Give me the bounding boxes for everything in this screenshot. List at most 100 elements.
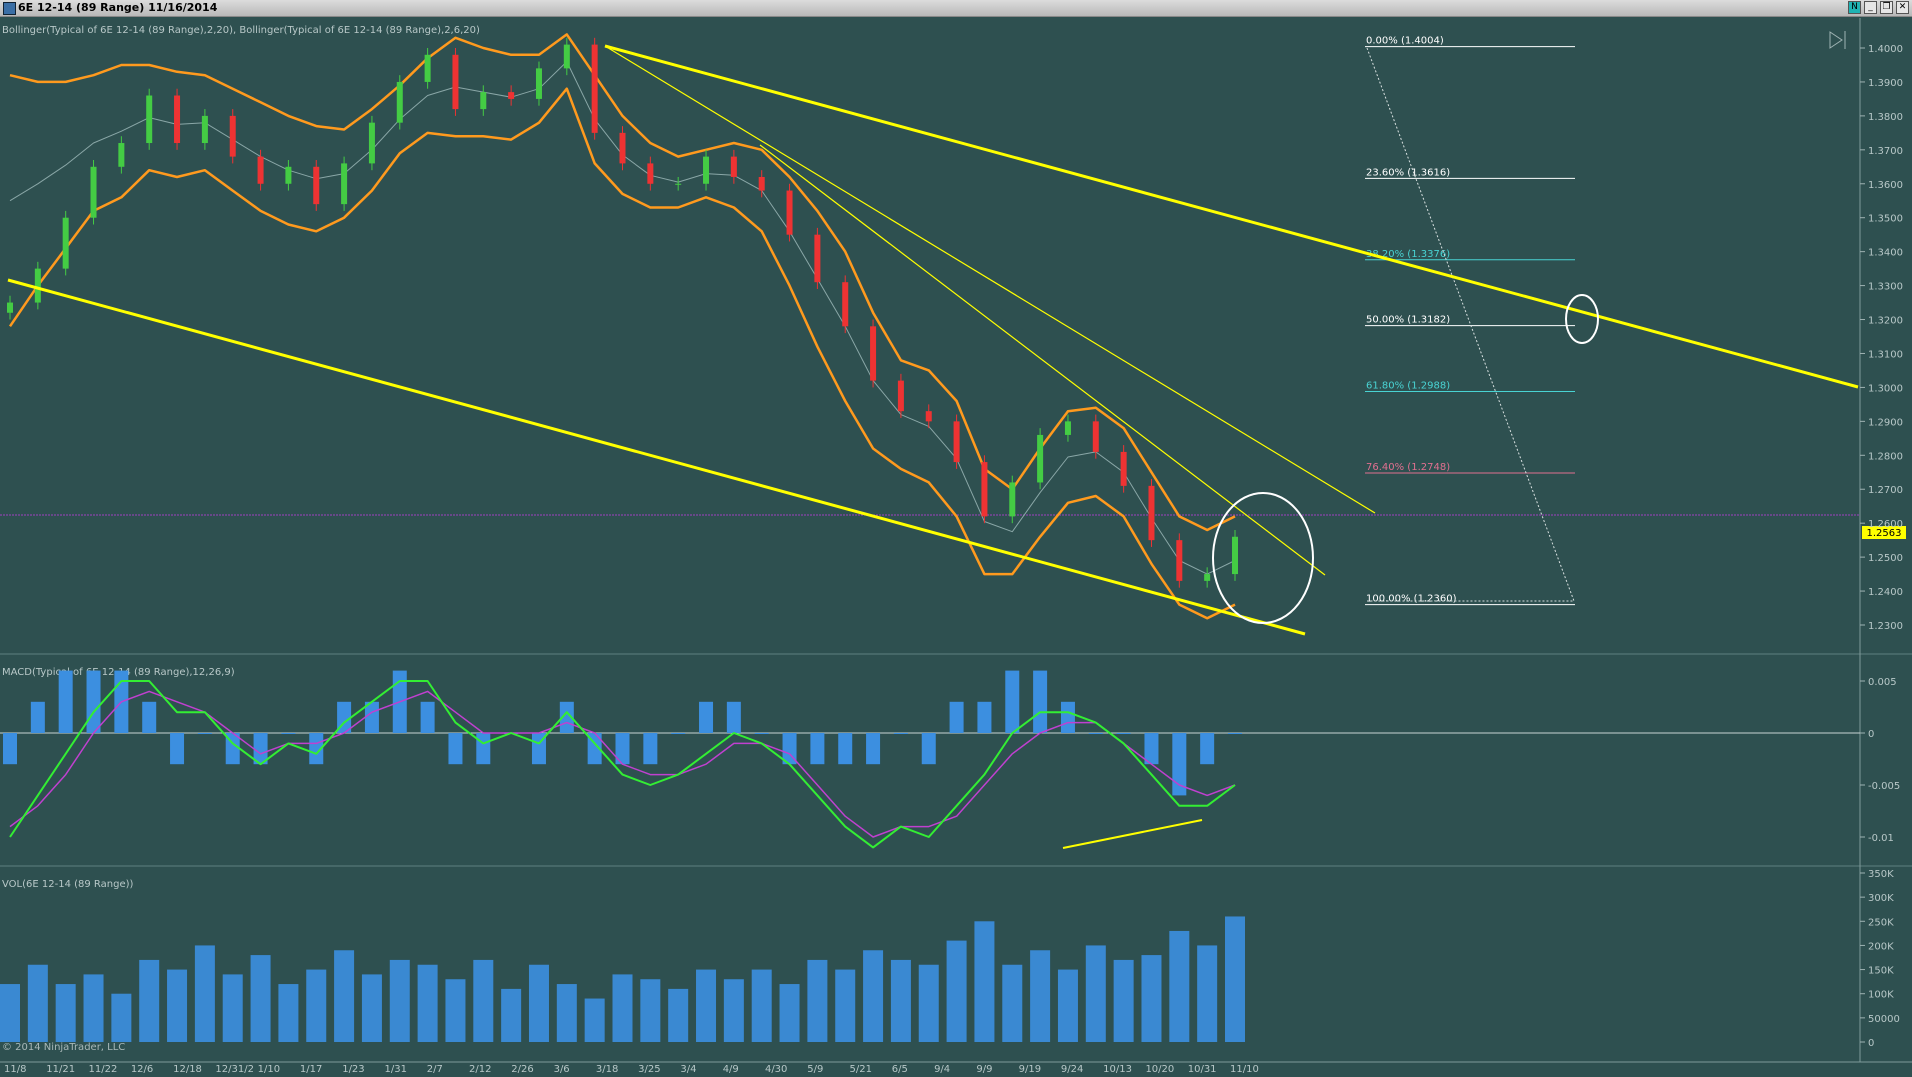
minimize-button[interactable]: _	[1864, 1, 1877, 14]
price-candle	[814, 234, 821, 283]
price-candle	[146, 95, 153, 144]
volume-bar	[334, 950, 355, 1042]
copyright-text: © 2014 NinjaTrader, LLC	[2, 1042, 125, 1053]
macd-histogram-bar	[1228, 733, 1242, 734]
volume-tick-label: 100K	[1868, 990, 1894, 1001]
time-axis-label: 10/13	[1103, 1064, 1132, 1075]
price-candle	[7, 302, 13, 313]
fib-anchor-line[interactable]	[1366, 47, 1575, 602]
price-tick-label: 1.3500	[1868, 214, 1903, 225]
price-candle	[758, 176, 765, 191]
price-tick-label: 1.2400	[1868, 587, 1903, 598]
volume-bar	[0, 984, 20, 1042]
macd-tick-label: 0.005	[1868, 677, 1897, 688]
macd-histogram-bar	[699, 701, 714, 733]
chart-app-icon	[3, 2, 16, 15]
time-axis-label: 11/22	[89, 1064, 118, 1075]
price-candle	[341, 163, 348, 205]
macd-histogram-bar	[1144, 733, 1159, 765]
reversal-zone-circle[interactable]	[1212, 492, 1314, 624]
fib-level-label: 38.20% (1.3376)	[1366, 249, 1450, 260]
scroll-to-end-icon[interactable]	[1829, 31, 1846, 49]
time-axis-label: 5/21	[850, 1064, 872, 1075]
lower-channel-trendline[interactable]	[7, 278, 1306, 636]
volume-tick-label: 150K	[1868, 966, 1894, 977]
time-axis-label: 9/24	[1061, 1064, 1083, 1075]
volume-bar	[890, 959, 911, 1042]
price-candle	[1232, 536, 1238, 575]
price-indicator-label: Bollinger(Typical of 6E 12-14 (89 Range)…	[2, 25, 480, 36]
macd-histogram-bar	[866, 733, 881, 765]
volume-bar	[863, 950, 884, 1042]
macd-histogram-bar	[1200, 733, 1215, 765]
time-axis-label: 1/10	[258, 1064, 280, 1075]
macd-histogram-bar	[838, 733, 853, 765]
price-candle	[424, 54, 431, 82]
target-zone-circle[interactable]	[1565, 294, 1599, 344]
time-axis-label: 11/10	[1230, 1064, 1259, 1075]
volume-bar	[389, 959, 410, 1042]
price-candle	[619, 132, 626, 164]
price-tick-label: 1.3700	[1868, 146, 1903, 157]
volume-bar	[417, 964, 438, 1042]
macd-histogram-bar	[197, 733, 212, 734]
price-tick-label: 1.3600	[1868, 180, 1903, 191]
volume-bar	[1057, 969, 1078, 1042]
price-candle	[647, 163, 654, 184]
price-candle	[730, 156, 737, 177]
volume-bar	[194, 945, 215, 1042]
macd-histogram-bar	[921, 733, 936, 765]
time-axis-label: 4/9	[723, 1064, 739, 1075]
macd-histogram-bar	[726, 701, 741, 733]
fib-level-label: 23.60% (1.3616)	[1366, 167, 1450, 178]
inner-trendline-1[interactable]	[604, 45, 1376, 514]
macd-divergence-line[interactable]	[1062, 819, 1203, 849]
macd-histogram-bar	[364, 701, 379, 733]
macd-tick-label: 0	[1868, 729, 1874, 740]
close-button[interactable]: ✕	[1896, 1, 1909, 14]
macd-histogram-bar	[754, 733, 769, 734]
time-axis-label: 12/18	[173, 1064, 202, 1075]
volume-bar	[167, 969, 188, 1042]
macd-histogram-bar	[1088, 733, 1103, 734]
price-tick-label: 1.2900	[1868, 417, 1903, 428]
time-axis-label: 3/4	[680, 1064, 696, 1075]
time-axis-label: 2/12	[469, 1064, 491, 1075]
price-candle	[118, 143, 125, 167]
volume-bar	[584, 998, 605, 1042]
volume-bar	[361, 974, 382, 1042]
macd-histogram-bar	[3, 733, 17, 765]
window-titlebar: 6E 12-14 (89 Range) 11/16/2014 N _ ❐ ✕	[0, 0, 1912, 17]
time-axis-label: 10/31	[1188, 1064, 1217, 1075]
volume-bar	[918, 964, 939, 1042]
fibonacci-retracement[interactable]: 0.00% (1.4004) 23.60% (1.3616) 38.20% (1.3…	[1365, 36, 1575, 606]
price-candle	[90, 166, 97, 218]
fib-level-label: 50.00% (1.3182)	[1366, 315, 1450, 326]
macd-histogram-bar	[448, 733, 463, 765]
volume-bar	[696, 969, 717, 1042]
price-candle	[981, 462, 988, 517]
macd-histogram-bar	[643, 733, 658, 765]
volume-bar	[640, 979, 661, 1042]
price-tick-label: 1.2500	[1868, 553, 1903, 564]
volume-tick-label: 200K	[1868, 941, 1894, 952]
price-candle	[313, 166, 320, 205]
price-candle	[62, 217, 69, 269]
time-axis-label: 12/31/2	[215, 1064, 254, 1075]
inner-trendline-2[interactable]	[759, 144, 1326, 576]
pin-button[interactable]: N	[1848, 1, 1861, 14]
restore-button[interactable]: ❐	[1880, 1, 1893, 14]
upper-channel-trendline[interactable]	[604, 44, 1859, 389]
price-candle	[452, 54, 459, 110]
volume-indicator-label: VOL(6E 12-14 (89 Range))	[2, 879, 134, 890]
volume-bar	[1113, 959, 1134, 1042]
price-tick-label: 1.3100	[1868, 349, 1903, 360]
price-tick-label: 1.3400	[1868, 248, 1903, 259]
volume-bar	[306, 969, 327, 1042]
price-candle	[257, 156, 264, 184]
price-tick-label: 1.2700	[1868, 485, 1903, 496]
macd-histogram-bar	[810, 733, 825, 765]
volume-tick-label: 0	[1868, 1038, 1874, 1049]
macd-histogram-bar	[1172, 733, 1187, 796]
